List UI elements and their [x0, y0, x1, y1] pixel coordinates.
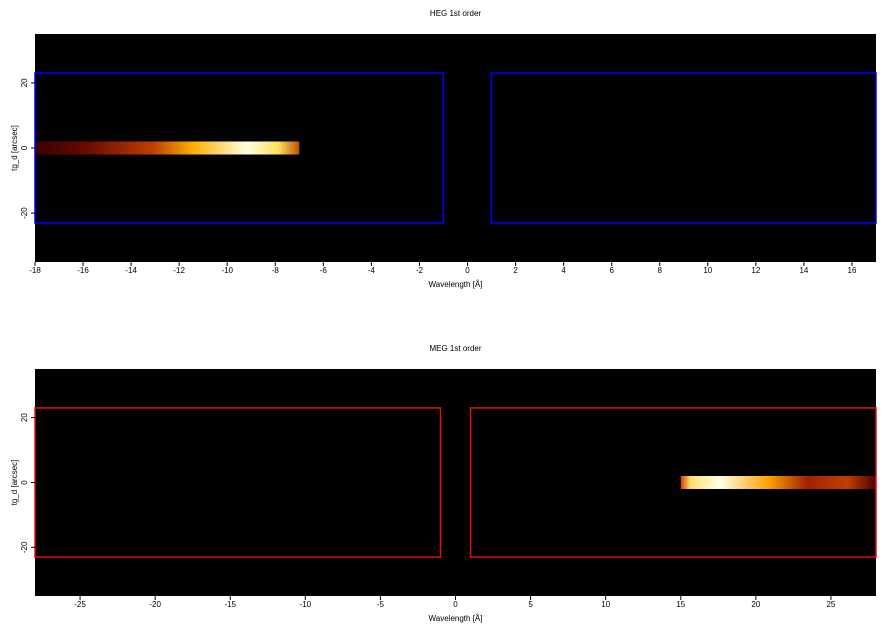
x-tick-label: 14: [799, 266, 808, 275]
x-axis-label: Wavelength [Å]: [429, 614, 483, 623]
x-tick-label: -2: [416, 266, 424, 275]
y-tick-label: 20: [20, 78, 29, 87]
x-tick-label: -20: [149, 600, 161, 609]
x-tick-label: -4: [368, 266, 376, 275]
x-tick-label: -10: [300, 600, 312, 609]
x-tick-label: -14: [125, 266, 137, 275]
x-tick-label: 2: [513, 266, 518, 275]
x-tick-label: 16: [848, 266, 857, 275]
y-axis-label: tg_d [arcsec]: [10, 125, 19, 171]
x-tick-label: -5: [377, 600, 385, 609]
x-tick-label: 6: [609, 266, 614, 275]
x-axis-label: Wavelength [Å]: [429, 280, 483, 289]
y-tick-label: -20: [20, 207, 29, 219]
x-tick-label: -25: [74, 600, 86, 609]
x-tick-label: 0: [465, 266, 470, 275]
y-axis-label: tg_d [arcsec]: [10, 460, 19, 506]
x-tick-label: -18: [29, 266, 41, 275]
x-tick-label: -16: [77, 266, 89, 275]
x-tick-label: -10: [221, 266, 233, 275]
extraction-region: [469, 407, 877, 558]
x-tick-label: 10: [601, 600, 610, 609]
x-tick-label: 12: [751, 266, 760, 275]
x-tick-label: 0: [453, 600, 458, 609]
x-tick-label: 4: [561, 266, 566, 275]
panel-title: MEG 1st order: [429, 344, 481, 353]
x-tick-label: 20: [751, 600, 760, 609]
x-tick-label: -12: [173, 266, 185, 275]
x-tick-label: -6: [320, 266, 328, 275]
x-tick-label: 10: [703, 266, 712, 275]
source-trace: [680, 476, 876, 489]
x-tick-label: 25: [826, 600, 835, 609]
extraction-region: [490, 72, 877, 224]
x-tick-label: -8: [272, 266, 280, 275]
x-tick-label: 8: [658, 266, 663, 275]
y-tick-label: -20: [20, 541, 29, 553]
source-trace: [35, 141, 300, 155]
x-tick-label: 5: [528, 600, 533, 609]
y-tick-label: 0: [20, 480, 29, 485]
x-tick-label: -15: [224, 600, 236, 609]
panel-title: HEG 1st order: [430, 9, 481, 18]
y-tick-label: 0: [20, 145, 29, 150]
y-tick-label: 20: [20, 413, 29, 422]
x-tick-label: 15: [676, 600, 685, 609]
